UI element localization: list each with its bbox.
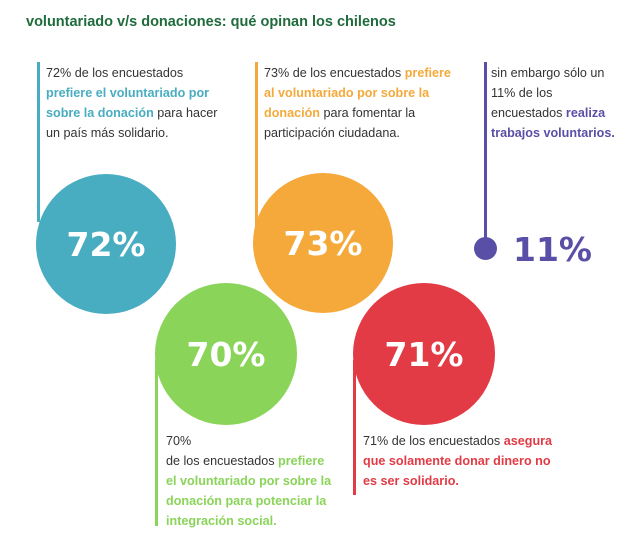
green-description-lead-2: de los encuestados	[166, 454, 275, 468]
green-percentage-value: 70%	[186, 334, 266, 374]
orange-percentage-value: 73%	[283, 223, 363, 263]
page-title: voluntariado v/s donaciones: qué opinan …	[26, 14, 396, 30]
teal-description-highlight: prefiere el voluntariado por sobre la do…	[46, 86, 210, 120]
teal-percentage-circle: 72%	[36, 174, 176, 314]
teal-description: 72% de los encuestados prefiere el volun…	[46, 63, 218, 143]
orange-description: 73% de los encuestados prefiere al volun…	[264, 63, 454, 143]
purple-connector-line	[484, 62, 487, 247]
red-percentage-circle: 71%	[353, 283, 495, 425]
teal-connector-line	[37, 62, 40, 222]
orange-connector-line	[255, 62, 258, 232]
purple-dot	[474, 237, 497, 260]
purple-percentage-value: 11%	[513, 230, 592, 269]
green-description: 70% de los encuestados prefiere el volun…	[166, 431, 336, 531]
orange-percentage-circle: 73%	[253, 173, 393, 313]
red-description-highlight: asegura que solamente donar dinero no es…	[363, 434, 553, 488]
orange-description-lead: 73% de los encuestados	[264, 66, 402, 80]
green-connector-line	[155, 360, 158, 526]
green-description-highlight: prefiere el voluntariado por sobre la do…	[166, 454, 332, 528]
purple-description-highlight: realiza trabajos voluntarios.	[491, 106, 615, 140]
red-description-lead: 71% de los encuestados	[363, 434, 501, 448]
teal-percentage-value: 72%	[66, 224, 146, 264]
red-description: 71% de los encuestados asegura que solam…	[363, 431, 553, 491]
green-percentage-circle: 70%	[155, 283, 297, 425]
orange-description-highlight: prefiere al voluntariado por sobre la do…	[264, 66, 451, 120]
orange-description-tail: para fomentar la participación ciudadana…	[264, 106, 416, 140]
teal-description-tail: para hacer un país más solidario.	[46, 106, 218, 140]
red-connector-line	[353, 360, 356, 495]
teal-description-lead: 72% de los encuestados	[46, 66, 184, 80]
red-percentage-value: 71%	[384, 334, 464, 374]
purple-description: sin embargo sólo un 11% de los encuestad…	[491, 63, 619, 143]
purple-description-lead: sin embargo sólo un 11% de los encuestad…	[491, 66, 605, 120]
green-description-lead-1: 70%	[166, 434, 192, 448]
